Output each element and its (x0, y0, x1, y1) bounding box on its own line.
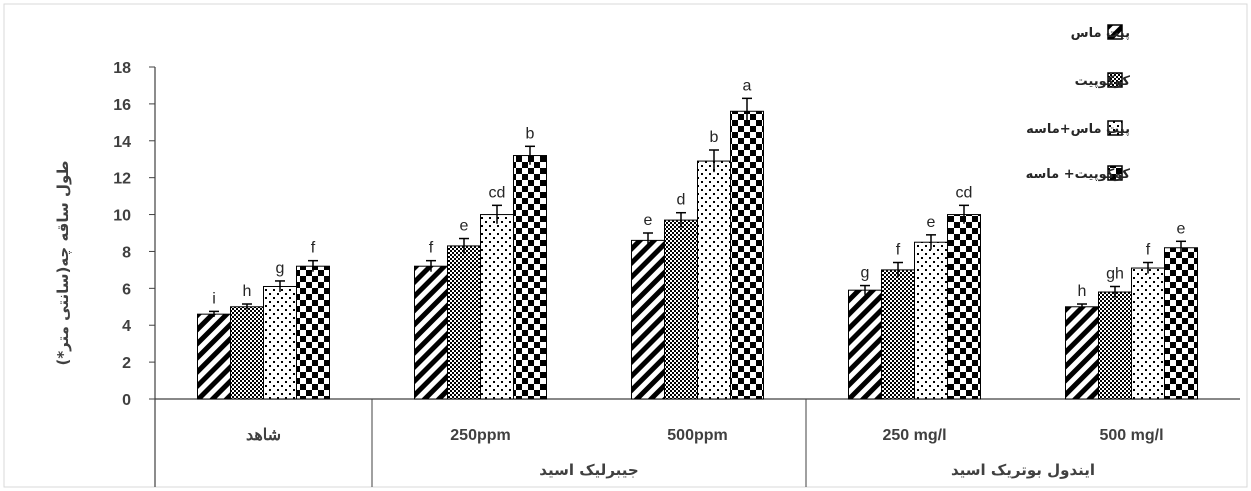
group-label: جیبرلیک اسید (539, 461, 638, 479)
bar (881, 269, 915, 400)
data-label: cd (489, 184, 506, 201)
data-label: g (276, 260, 285, 277)
legend-entry: کوکوپیت+ ماسه (1026, 167, 1131, 182)
y-tick-label: 18 (113, 60, 131, 77)
data-label: f (429, 240, 434, 257)
bar (631, 239, 665, 400)
y-tick-label: 12 (113, 171, 131, 188)
bar (480, 214, 514, 400)
legend-swatch (1107, 24, 1123, 40)
data-label: f (896, 242, 901, 259)
data-label: i (212, 290, 216, 307)
y-tick-label: 6 (122, 281, 131, 298)
data-label: e (644, 212, 653, 229)
y-tick-label: 4 (122, 318, 131, 335)
group-label: ایندول بوتریک اسید (951, 461, 1095, 479)
bar (296, 265, 330, 400)
data-label: d (677, 192, 686, 209)
legend-swatch (1107, 72, 1123, 88)
y-tick-label: 2 (122, 355, 131, 372)
x-tick-label: 500ppm (667, 427, 727, 444)
y-tick-label: 0 (122, 392, 131, 409)
data-label: f (311, 240, 316, 257)
x-tick-label: 250ppm (450, 427, 510, 444)
y-tick-label: 14 (113, 134, 131, 151)
bar (914, 241, 948, 400)
y-tick-label: 16 (113, 97, 131, 114)
x-tick-label: 250 mg/l (882, 427, 946, 444)
data-label: h (1078, 283, 1087, 300)
data-label: b (710, 129, 719, 146)
x-tick-label: شاهد (246, 427, 281, 444)
y-tick-label: 8 (122, 244, 131, 261)
legend-swatch (1107, 120, 1123, 136)
y-tick-label: 10 (113, 208, 131, 225)
bar (1164, 247, 1198, 400)
bar (263, 285, 297, 400)
bar (447, 245, 481, 400)
x-tick-label: 500 mg/l (1099, 427, 1163, 444)
plot-area: 0 2 4 6 8 10 12 14 16 18 طول ساقه چه(سانتی متر*) i h… (54, 24, 1240, 487)
data-label: e (1177, 220, 1186, 237)
legend-swatch (1107, 165, 1123, 181)
bar (947, 214, 981, 400)
bar (697, 160, 731, 400)
data-label: b (526, 125, 535, 142)
bar (1065, 306, 1099, 400)
y-axis-title: طول ساقه چه(سانتی متر*) (54, 160, 73, 365)
bar (848, 289, 882, 400)
data-label: e (927, 214, 936, 231)
data-label: g (861, 265, 870, 282)
chart-frame (3, 3, 1248, 488)
data-label: gh (1106, 265, 1124, 282)
bar (513, 155, 547, 400)
data-label: a (743, 77, 752, 94)
bar (1098, 291, 1132, 400)
bar (1131, 267, 1165, 400)
bar (664, 219, 698, 400)
legend-entry: پیت ماس+ماسه (1026, 122, 1130, 137)
data-label: cd (956, 184, 973, 201)
legend-entry: کوکوپیت (1075, 74, 1131, 89)
legend-entry: پیت ماس (1071, 26, 1130, 41)
bar (230, 306, 264, 400)
bar (730, 110, 764, 400)
bar (197, 313, 231, 400)
data-label: e (460, 218, 469, 235)
data-label: h (243, 283, 252, 300)
bar (414, 265, 448, 400)
data-label: f (1146, 242, 1151, 259)
